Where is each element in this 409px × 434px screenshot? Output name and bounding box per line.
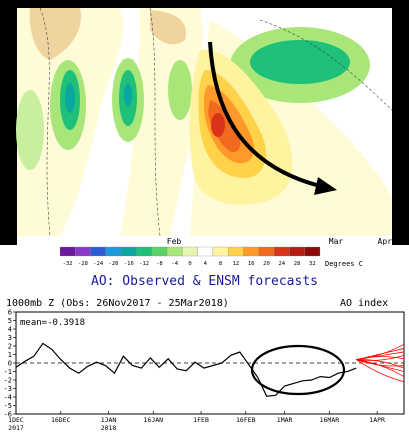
colorbar-tick-label: -24 — [93, 261, 104, 267]
ao-y-tick-label: 5 — [8, 317, 12, 325]
ao-y-tick-label: -5 — [4, 402, 12, 410]
contour-tan-1 — [29, 8, 81, 60]
ao-y-tick-label: 2 — [8, 343, 12, 351]
colorbar-tick-label: 0 — [188, 261, 191, 267]
forecast-ensemble-line — [356, 348, 405, 360]
heatmap-x-tick: Mar — [329, 237, 344, 245]
colorbar-swatch — [166, 246, 183, 257]
colorbar-tick-label: 12 — [233, 261, 240, 267]
frame-top — [0, 0, 409, 8]
ao-y-tick-label: 6 — [8, 309, 12, 317]
dashed-contour-1 — [39, 7, 51, 237]
ao-y-tick-label: 4 — [8, 326, 12, 334]
ao-y-tick-label: -4 — [4, 394, 12, 402]
ao-chart-title: AO: Observed & ENSM forecasts — [91, 274, 318, 289]
ao-x-tick-label: 16MAR — [320, 416, 340, 424]
colorbar-swatch — [121, 246, 137, 257]
colorbar-tick-label: 16 — [248, 261, 255, 267]
ao-y-tick-label: -2 — [4, 377, 12, 385]
colorbar-swatch — [243, 246, 259, 257]
colorbar-unit-label: Degrees C — [325, 260, 363, 268]
forecast-ensemble-line — [356, 359, 405, 369]
ao-x-tick-label: 2018 — [101, 424, 117, 432]
frame-left — [0, 0, 17, 245]
colorbar-swatch — [273, 246, 290, 257]
colorbar-swatch — [197, 246, 214, 257]
ao-y-tick-label: 1 — [8, 351, 12, 359]
colorbar-swatch — [304, 246, 321, 257]
ao-x-tick-label: 1JAN — [101, 416, 117, 424]
contour-teal-2 — [124, 83, 132, 107]
forecast-ensemble-line — [356, 354, 405, 361]
colorbar-swatch — [105, 246, 122, 257]
ao-y-tick-label: -1 — [4, 368, 12, 376]
ao-x-tick-label: 1MAR — [277, 416, 293, 424]
colorbar-tick-label: 20 — [263, 261, 270, 267]
colorbar-swatch — [258, 246, 275, 257]
ao-chart-subtitle: 1000mb Z (Obs: 26Nov2017 - 25Mar2018) — [6, 298, 229, 309]
ao-x-tick-label: 16FEB — [236, 416, 256, 424]
contour-red — [211, 113, 225, 137]
colorbar-tick-label: -28 — [78, 261, 88, 267]
ao-index-label: AO index — [340, 298, 388, 309]
dashed-contour-3 — [259, 19, 393, 111]
ao-y-tick-label: 0 — [8, 360, 12, 368]
colorbar-swatch — [136, 246, 152, 257]
ao-x-tick-label: 16JAN — [144, 416, 164, 424]
ao-x-tick-label: 16DEC — [51, 416, 71, 424]
ao-x-tick-label: 2017 — [8, 424, 24, 432]
frame-right — [392, 0, 409, 245]
contour-teal-1 — [65, 83, 75, 113]
colorbar-tick-label: 24 — [278, 261, 285, 267]
colorbar-tick-label: -32 — [63, 261, 73, 267]
colorbar-tick-label: 28 — [294, 261, 301, 267]
contour-green-4b — [250, 40, 350, 84]
ao-x-tick-label: 1DEC — [8, 416, 24, 424]
forecast-ensemble-line — [356, 359, 405, 383]
colorbar-swatch — [151, 246, 168, 257]
dashed-contour-2 — [149, 7, 161, 237]
contour-tan-2 — [150, 10, 186, 45]
ao-index-line-chart: 1000mb Z (Obs: 26Nov2017 - 25Mar2018) AO… — [4, 298, 405, 432]
ao-x-tick-label: 1APR — [369, 416, 385, 424]
colorbar-tick-label: -12 — [139, 261, 149, 267]
ao-y-tick-label: 3 — [8, 334, 12, 342]
colorbar-tick-label: 4 — [204, 261, 208, 267]
colorbar-tick-label: -20 — [109, 261, 119, 267]
colorbar-tick-label: -4 — [171, 261, 178, 267]
colorbar-swatch — [90, 246, 107, 257]
colorbar-swatch — [75, 246, 91, 257]
highlight-ellipse — [250, 344, 346, 396]
colorbar-swatch — [289, 246, 305, 257]
annotation-arrowhead — [314, 177, 337, 195]
ao-x-tick-label: 1FEB — [193, 416, 209, 424]
colorbar-tick-label: 32 — [309, 261, 316, 267]
contour-green-3 — [168, 60, 192, 120]
colorbar: -32 -28 -24 -20 -16 -12 -8 -4 0 4 8 12 16 20 24 28 32 De… — [59, 246, 363, 268]
colorbar-tick-label: 8 — [219, 261, 222, 267]
heatmap-x-tick: Feb — [167, 237, 182, 245]
colorbar-tick-label: -8 — [156, 261, 163, 267]
heatmap-x-tick: Apr — [378, 237, 393, 245]
ao-mean-label: mean=-0.3918 — [20, 318, 85, 328]
ao-y-tick-label: -3 — [4, 385, 12, 393]
ao-y-tick-label: -6 — [4, 411, 12, 419]
observed-ao-line — [15, 342, 357, 397]
colorbar-swatch — [212, 246, 229, 257]
colorbar-swatch — [182, 246, 198, 257]
colorbar-swatch — [228, 246, 244, 257]
colorbar-tick-label: -16 — [124, 261, 134, 267]
heatmap-x-tick: Jan — [2, 237, 17, 245]
annotation-arrow — [208, 41, 321, 188]
colorbar-swatch — [59, 246, 76, 257]
hovmoller-heatmap: Jan Feb Mar Apr — [0, 0, 409, 245]
contour-green-5 — [16, 90, 44, 170]
